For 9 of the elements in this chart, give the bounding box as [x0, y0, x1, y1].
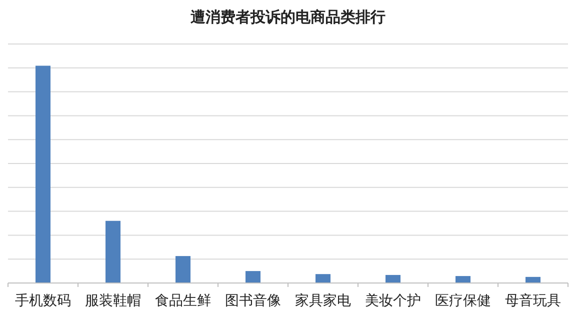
x-tick-label: 服装鞋帽 [85, 293, 141, 309]
x-tick-label: 母音玩具 [505, 293, 561, 309]
chart-title: 遭消费者投诉的电商品类排行 [190, 8, 386, 26]
x-tick-label: 医疗保健 [435, 293, 491, 309]
x-tick-label: 图书音像 [225, 293, 281, 309]
x-tick-label: 食品生鲜 [155, 293, 211, 309]
x-tick-label: 美妆个护 [365, 293, 421, 309]
x-tick-label: 家具家电 [295, 293, 351, 309]
x-tick-label: 手机数码 [15, 293, 71, 309]
